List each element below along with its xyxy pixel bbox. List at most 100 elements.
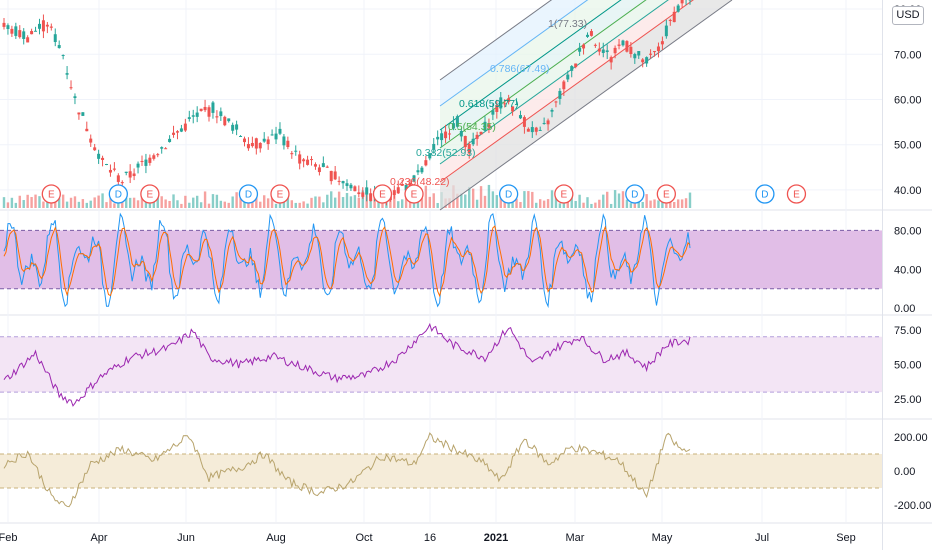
volume-bar [290, 200, 294, 208]
fib-channel-line [439, 0, 647, 149]
candle-body [526, 128, 530, 132]
volume-bar [657, 200, 660, 208]
volume-bar [294, 202, 297, 208]
volume-bar [26, 194, 29, 208]
volume-bar [570, 196, 573, 208]
volume-bar [239, 197, 242, 208]
volume-bar [641, 201, 644, 208]
candle-body [231, 124, 235, 131]
dividend-event-icon[interactable] [755, 184, 775, 204]
candle-body [140, 160, 144, 162]
candle-body [550, 109, 554, 112]
volume-bar [89, 200, 92, 208]
volume-bar [558, 203, 562, 208]
volume-bar [574, 200, 577, 208]
volume-bar [132, 197, 136, 208]
earnings-event-letter: E [793, 190, 800, 201]
candle-body [507, 98, 511, 102]
candle-body [325, 166, 329, 168]
earnings-event-icon[interactable] [786, 184, 807, 204]
dividend-event-icon[interactable] [238, 184, 259, 204]
time-axis-tick-label: May [652, 532, 673, 544]
candle-body [664, 25, 668, 37]
candle-body [609, 57, 613, 63]
candle-body [404, 184, 408, 191]
volume-bar [582, 202, 585, 208]
candle-body [18, 30, 22, 38]
candle-body [270, 134, 274, 136]
candle-body [10, 28, 14, 34]
time-axis-tick-label: Feb [0, 532, 17, 544]
candle-body [593, 44, 597, 46]
volume-bar [653, 199, 656, 208]
candle-body [345, 183, 349, 186]
volume-bar [10, 197, 14, 208]
volume-bar [420, 198, 424, 208]
earnings-event-icon[interactable] [270, 184, 290, 204]
volume-bar [207, 203, 211, 208]
candle-body [412, 175, 416, 182]
candle-body [428, 153, 432, 159]
earnings-event-icon[interactable] [656, 184, 676, 204]
candle-body [89, 138, 93, 143]
candle-body [589, 31, 593, 36]
volume-bar [306, 203, 309, 208]
candle-body [41, 20, 45, 32]
candle-body [432, 143, 436, 150]
volume-bar [688, 192, 692, 208]
time-axis-tick-label: 2021 [484, 532, 508, 544]
volume-bar [432, 193, 435, 208]
candle-body [266, 139, 270, 145]
volume-bar [676, 199, 680, 208]
volume-bar [270, 197, 274, 208]
price-axis-tick-label: 50.00 [894, 140, 922, 152]
volume-bar [602, 194, 605, 208]
dividend-event-icon[interactable] [625, 184, 645, 204]
time-axis-tick-label: Sep [836, 532, 856, 544]
volume-bar [14, 202, 18, 208]
candle-body [30, 31, 34, 35]
candle-body [246, 144, 250, 149]
volume-bar [535, 202, 538, 208]
earnings-event-icon[interactable] [554, 184, 574, 204]
volume-bar [215, 194, 219, 208]
earnings-event-icon[interactable] [41, 184, 61, 204]
volume-bar [373, 196, 376, 208]
volume-bar [73, 196, 77, 208]
candle-body [69, 87, 73, 89]
candle-body [317, 167, 321, 173]
candle-body [175, 131, 179, 133]
volume-bar [349, 196, 353, 208]
candle-body [2, 22, 6, 27]
volume-bar [113, 203, 116, 208]
dividend-event-icon[interactable] [498, 184, 519, 204]
candle-body [203, 106, 207, 111]
fib-channel-line [439, 0, 733, 211]
dividend-event-letter: D [245, 190, 252, 201]
volume-bar [499, 192, 502, 208]
dividend-event-letter: D [505, 190, 512, 201]
earnings-event-icon[interactable] [372, 184, 393, 204]
volume-bar [192, 197, 195, 208]
candle-body [73, 96, 77, 99]
candle-body [570, 66, 574, 71]
volume-bar [50, 202, 53, 208]
volume-bar [645, 194, 648, 208]
candle-body [605, 50, 609, 53]
candle-body [562, 81, 566, 90]
volume-bar [136, 200, 140, 208]
volume-bar [594, 202, 597, 208]
earnings-event-icon[interactable] [404, 184, 424, 204]
volume-bar [168, 200, 171, 208]
volume-bar [468, 186, 471, 208]
currency-button[interactable]: USD [892, 6, 924, 25]
volume-bar [274, 203, 278, 208]
fib-level-label: 0.236(48.22) [390, 176, 450, 188]
volume-bar [30, 197, 33, 208]
dividend-event-icon[interactable] [108, 184, 128, 204]
earnings-event-letter: E [48, 190, 55, 201]
candle-body [223, 116, 227, 126]
earnings-event-icon[interactable] [140, 184, 160, 204]
stochastic-axis-tick-label: 40.00 [894, 264, 922, 276]
